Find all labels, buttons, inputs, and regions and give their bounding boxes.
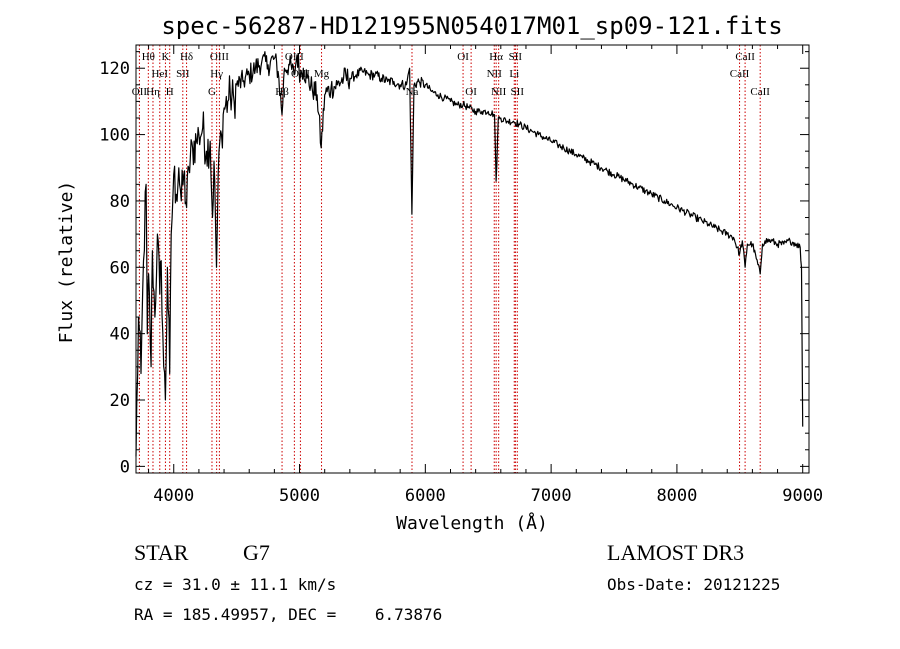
marker-label: Hβ xyxy=(275,86,289,98)
marker-label: Na xyxy=(406,86,419,98)
marker-label: Mg xyxy=(314,68,330,80)
y-tick-label: 80 xyxy=(110,192,130,212)
redshift-readout: cz = 31.0 ± 11.1 km/s xyxy=(134,575,336,594)
marker-label: HeI xyxy=(152,68,169,80)
marker-label: OI xyxy=(465,86,477,98)
marker-label: SII xyxy=(509,51,523,63)
marker-label: CaII xyxy=(730,68,750,80)
x-tick-label: 6000 xyxy=(405,486,446,506)
marker-label: NII xyxy=(491,86,507,98)
marker-label: OIII xyxy=(285,51,304,63)
marker-label: SII xyxy=(176,68,190,80)
marker-label: K xyxy=(161,51,169,63)
x-tick-label: 5000 xyxy=(279,486,320,506)
marker-label: NII xyxy=(487,68,503,80)
x-axis-label: Wavelength (Å) xyxy=(396,512,548,534)
x-tick-label: 9000 xyxy=(782,486,823,506)
marker-label: G xyxy=(208,86,216,98)
observation-date: Obs-Date: 20121225 xyxy=(607,575,780,594)
x-tick-label: 8000 xyxy=(656,486,697,506)
survey-release: LAMOST DR3 xyxy=(607,540,744,565)
y-axis-ticks: 0 20 40 60 80 100 120 xyxy=(99,51,809,477)
marker-label: OII xyxy=(132,86,148,98)
y-tick-label: 0 xyxy=(120,457,130,477)
y-tick-label: 120 xyxy=(99,59,130,79)
marker-label: Hγ xyxy=(210,68,223,80)
plot-frame xyxy=(135,44,810,474)
y-tick-label: 20 xyxy=(110,391,130,411)
marker-label: Hθ xyxy=(142,51,155,63)
marker-label: CaII xyxy=(735,51,755,63)
marker-label: OIII xyxy=(210,51,229,63)
chart-title: spec-56287-HD121955N054017M01_sp09-121.f… xyxy=(161,12,782,40)
marker-label: OI xyxy=(457,51,469,63)
x-tick-label: 4000 xyxy=(153,486,194,506)
object-class: STAR xyxy=(134,540,189,565)
y-axis-label: Flux (relative) xyxy=(56,181,77,344)
spectral-subclass: G7 xyxy=(243,540,270,565)
spectrum-flux-line xyxy=(135,51,804,457)
marker-label: SII xyxy=(511,86,525,98)
y-tick-label: 40 xyxy=(110,325,130,345)
marker-label: Hη xyxy=(146,86,160,98)
marker-label: Hα xyxy=(489,51,503,63)
y-tick-label: 100 xyxy=(99,126,130,146)
marker-label: Li xyxy=(509,68,519,80)
x-tick-label: 7000 xyxy=(531,486,572,506)
marker-label: H xyxy=(166,86,174,98)
y-tick-label: 60 xyxy=(110,258,130,278)
marker-label: Hδ xyxy=(180,51,193,63)
x-axis-ticks: 4000 5000 6000 7000 8000 9000 xyxy=(148,45,823,506)
coordinates-readout: RA = 185.49957, DEC = 6.73876 xyxy=(134,605,442,624)
marker-label: CaII xyxy=(750,86,770,98)
